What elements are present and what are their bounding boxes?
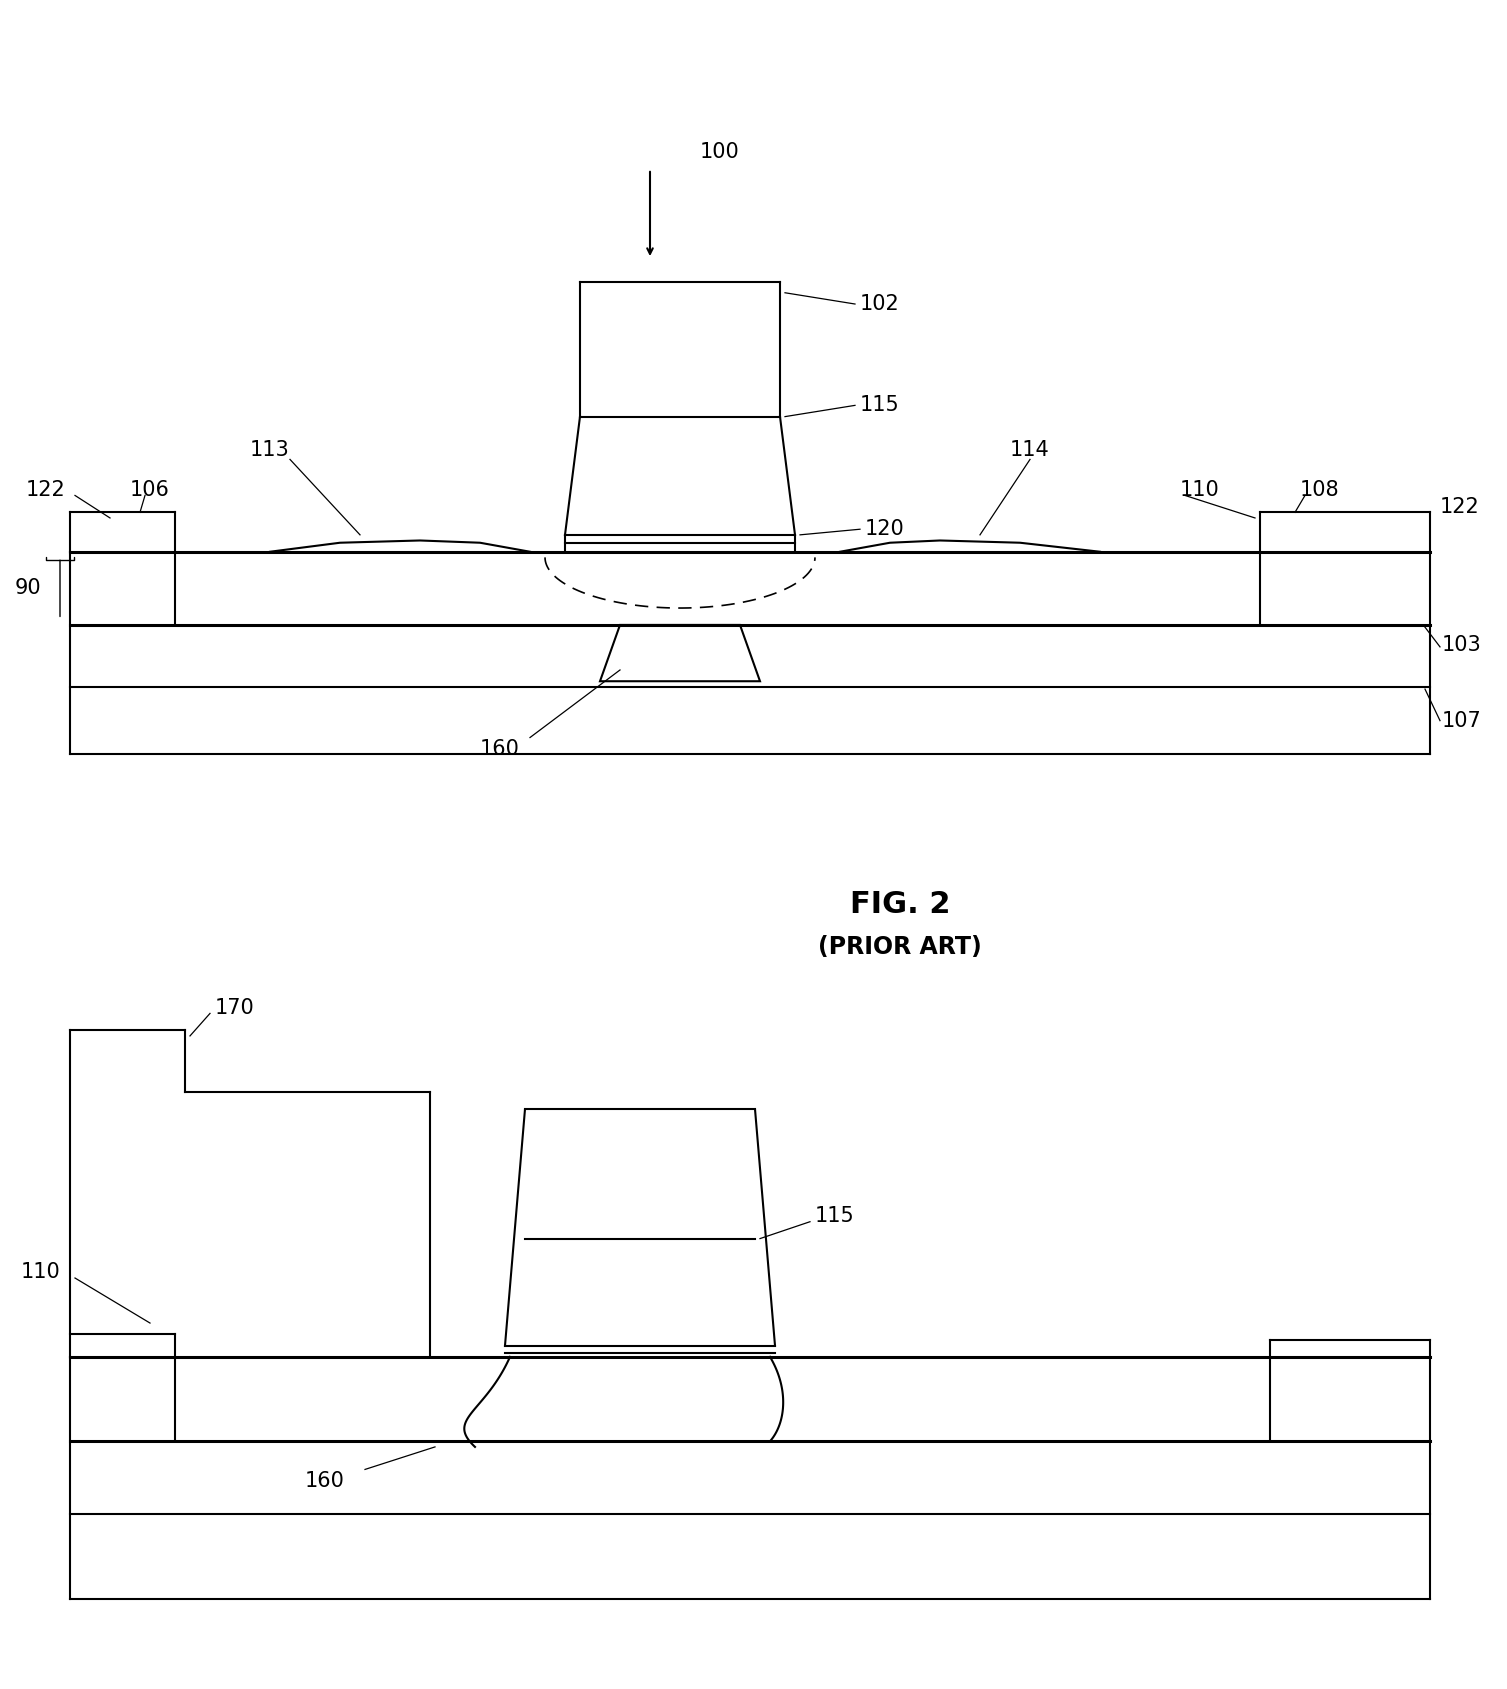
Text: 160: 160 xyxy=(481,738,520,758)
Text: 114: 114 xyxy=(1010,441,1050,461)
Text: 110: 110 xyxy=(1180,480,1219,500)
Text: 103: 103 xyxy=(1442,635,1481,655)
Text: 115: 115 xyxy=(860,395,900,415)
Text: 108: 108 xyxy=(1301,480,1340,500)
Text: 100: 100 xyxy=(699,142,740,162)
Text: 107: 107 xyxy=(1442,711,1481,731)
Text: 106: 106 xyxy=(130,480,170,500)
Text: FIG. 2: FIG. 2 xyxy=(850,890,951,919)
Text: 160: 160 xyxy=(304,1471,345,1491)
Text: 122: 122 xyxy=(1441,497,1480,517)
Text: 113: 113 xyxy=(250,441,289,461)
Text: 170: 170 xyxy=(216,998,255,1018)
Text: 110: 110 xyxy=(20,1262,60,1282)
Text: 90: 90 xyxy=(15,578,42,598)
Text: 102: 102 xyxy=(860,294,900,314)
Text: (PRIOR ART): (PRIOR ART) xyxy=(818,934,983,959)
Text: 120: 120 xyxy=(865,519,904,539)
Text: 122: 122 xyxy=(26,480,65,500)
Text: 115: 115 xyxy=(815,1206,854,1226)
